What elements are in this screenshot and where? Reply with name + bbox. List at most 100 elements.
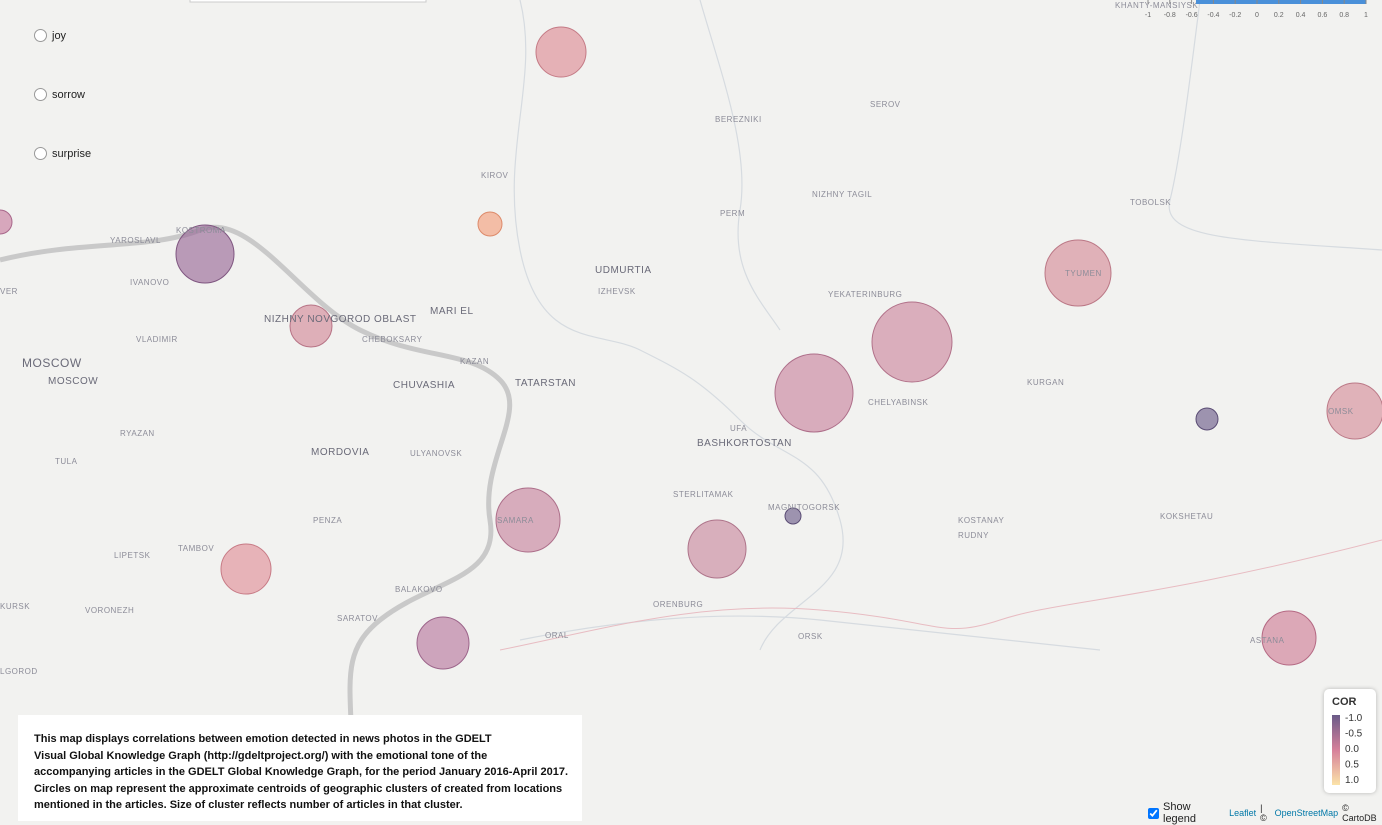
cluster[interactable] [774, 353, 854, 433]
cluster[interactable] [1326, 382, 1382, 440]
place: TATARSTAN [515, 378, 576, 389]
description-line: mentioned in the articles. Size of clust… [34, 799, 463, 811]
scale-label: 0.6 [1318, 12, 1328, 19]
place: UFA [730, 424, 747, 433]
attribution-link[interactable]: OpenStreetMap [1274, 808, 1339, 818]
place: MARI EL [430, 306, 474, 317]
cluster[interactable] [1044, 239, 1112, 307]
place: MAGNITOGORSK [768, 503, 840, 512]
place: ORAL [545, 631, 569, 640]
cluster[interactable] [535, 26, 587, 78]
cluster[interactable] [220, 543, 272, 595]
scale-label: 0.2 [1274, 12, 1284, 19]
place: PENZA [313, 516, 342, 525]
place: SEROV [870, 100, 901, 109]
place: KIROV [481, 171, 509, 180]
scale-label: 0.8 [1339, 12, 1349, 19]
scale-label: -0.4 [1207, 12, 1219, 19]
scale-label: -0.2 [1229, 12, 1241, 19]
place: CHELYABINSK [868, 398, 928, 407]
radio-label: sorrow [52, 88, 86, 101]
place: PERM [720, 209, 745, 218]
cluster[interactable] [1195, 407, 1219, 431]
legend-checkbox[interactable] [1148, 807, 1159, 819]
legend-tick-label: 1.0 [1345, 775, 1359, 786]
place: VORONEZH [85, 606, 134, 615]
attribution-text: © CartoDB [1342, 803, 1377, 823]
radio-label: joy [52, 29, 67, 42]
place: RYAZAN [120, 429, 155, 438]
legend-graphic: COR -1.0 -0.5 0.0 0.5 1.0 [1332, 696, 1363, 786]
place: BALAKOVO [395, 585, 443, 594]
top-scale: -1 -0.8 -0.6 -0.4 -0.2 0 0.2 0.4 0.6 0.8 1 [1145, 0, 1368, 19]
place: CHEBOKSARY [362, 335, 423, 344]
place: STERLITAMAK [673, 490, 734, 499]
radio-option[interactable]: sorrow [34, 88, 85, 101]
cluster[interactable] [784, 507, 802, 525]
legend-tick-label: 0.0 [1345, 744, 1359, 755]
cluster[interactable] [687, 519, 747, 579]
description: This map displays correlations between e… [18, 715, 582, 821]
place: ORSK [798, 632, 823, 641]
cluster[interactable] [289, 304, 333, 348]
place: ULYANOVSK [410, 449, 462, 458]
cluster[interactable] [0, 209, 13, 235]
scale-label: -0.8 [1164, 12, 1176, 19]
scale-label: 0 [1255, 12, 1259, 19]
scale-label: 1 [1364, 12, 1368, 19]
cluster[interactable] [416, 616, 470, 670]
place: UDMURTIA [595, 265, 652, 276]
attribution-text: | © [1260, 803, 1267, 823]
place-labels: BEREZNIKI SEROV KIROV PERM NIZHNY TAGIL … [0, 1, 1353, 676]
color-ramp [1332, 715, 1340, 785]
description-line: Circles on map represent the approximate… [34, 782, 563, 795]
place: SAMARA [497, 516, 534, 525]
place: MOSCOW [22, 356, 82, 370]
footer: Show legend Leaflet | © OpenStreetMap © … [1148, 801, 1382, 825]
place: VLADIMIR [136, 335, 178, 344]
clusters [0, 26, 1382, 670]
place: YEKATERINBURG [828, 290, 902, 299]
place: YAROSLAVL [110, 236, 161, 245]
place: TULA [55, 457, 78, 466]
scale-label: -1 [1145, 12, 1151, 19]
place: TYUMEN [1065, 269, 1102, 278]
legend: COR -1.0 -0.5 0.0 0.5 1.0 [1324, 689, 1376, 793]
place: KOSTANAY [958, 516, 1005, 525]
cluster[interactable] [1261, 610, 1317, 666]
place: IZHEVSK [598, 287, 636, 296]
place: TAMBOV [178, 544, 214, 553]
place: KHANTY-MANSIYSK [1115, 1, 1198, 10]
radio-option[interactable]: joy [34, 29, 66, 42]
place: CHUVASHIA [393, 380, 455, 391]
place: LGOROD [0, 667, 38, 676]
cluster[interactable] [871, 301, 953, 383]
place: KURGAN [1027, 378, 1064, 387]
radio-option[interactable]: surprise [34, 147, 91, 160]
search-box[interactable] [189, 0, 427, 3]
place: KURSK [0, 602, 30, 611]
attribution-link[interactable]: Leaflet [1229, 808, 1257, 818]
place: NIZHNY NOVGOROD OBLAST [264, 314, 417, 325]
cluster[interactable] [495, 487, 561, 553]
place: BEREZNIKI [715, 115, 762, 124]
place: MORDOVIA [311, 447, 369, 458]
cluster[interactable] [175, 224, 235, 284]
cluster[interactable] [477, 211, 503, 237]
scale-label: -0.6 [1186, 12, 1198, 19]
place: KOKSHETAU [1160, 512, 1213, 521]
place: KOSTROMA [176, 226, 226, 235]
legend-tick-label: -1.0 [1345, 713, 1363, 724]
scale-bar [1196, 0, 1366, 4]
place: VER [0, 287, 18, 296]
place: LIPETSK [114, 551, 151, 560]
place: BASHKORTOSTAN [697, 438, 792, 449]
place: KAZAN [460, 357, 489, 366]
checkbox-label: Show legend [1163, 801, 1197, 825]
legend-tick-label: 0.5 [1345, 760, 1359, 771]
legend-title: COR [1332, 696, 1357, 708]
place: TOBOLSK [1130, 198, 1171, 207]
place: ASTANA [1250, 636, 1285, 645]
